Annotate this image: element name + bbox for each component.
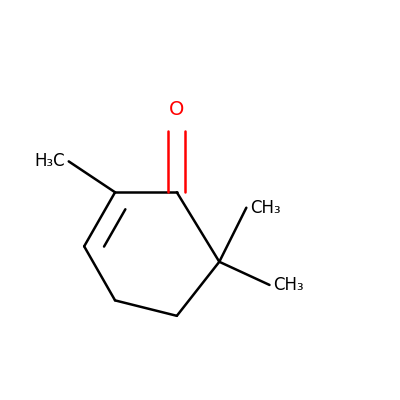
Text: H₃C: H₃C <box>34 152 65 170</box>
Text: CH₃: CH₃ <box>273 276 304 294</box>
Text: CH₃: CH₃ <box>250 199 281 217</box>
Text: O: O <box>169 100 184 119</box>
